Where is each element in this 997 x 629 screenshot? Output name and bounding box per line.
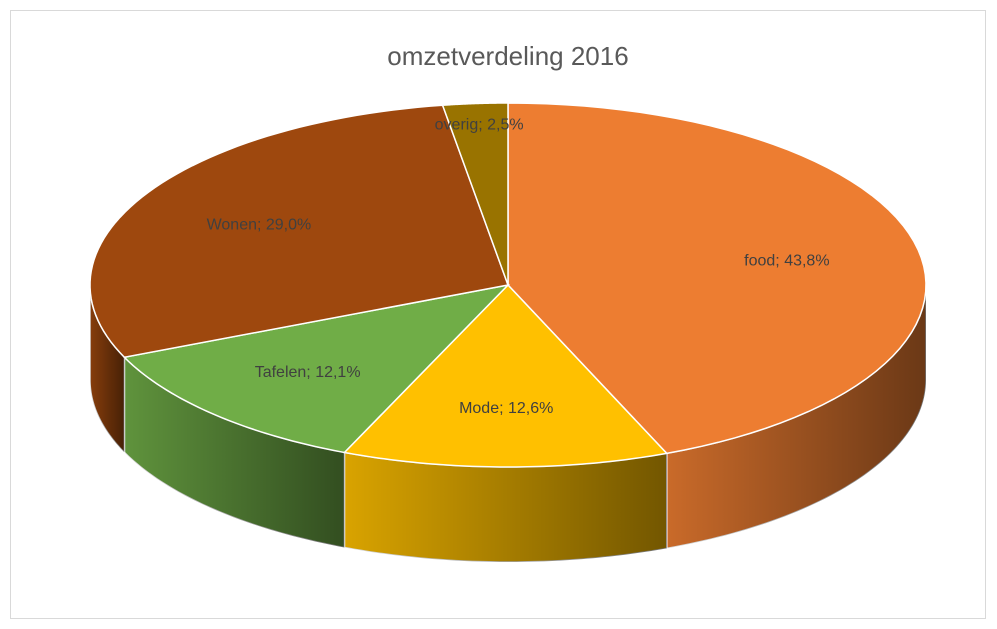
slice <box>507 102 927 455</box>
data-label: food; 43,8% <box>744 252 829 269</box>
slice <box>122 283 511 454</box>
data-label: overig; 2,5% <box>435 117 524 134</box>
data-label: Mode; 12,6% <box>459 400 553 417</box>
slice <box>342 283 669 468</box>
chart-title: omzetverdeling 2016 <box>387 41 628 71</box>
slice-side-shade <box>124 357 345 548</box>
slice <box>441 102 509 286</box>
slice-side-shade <box>666 285 926 549</box>
data-label: Tafelen; 12,1% <box>255 364 361 381</box>
slice-side-shade <box>344 452 667 562</box>
slice-side-shade <box>90 285 125 453</box>
data-label: Wonen; 29,0% <box>207 217 312 234</box>
slice <box>89 104 510 359</box>
